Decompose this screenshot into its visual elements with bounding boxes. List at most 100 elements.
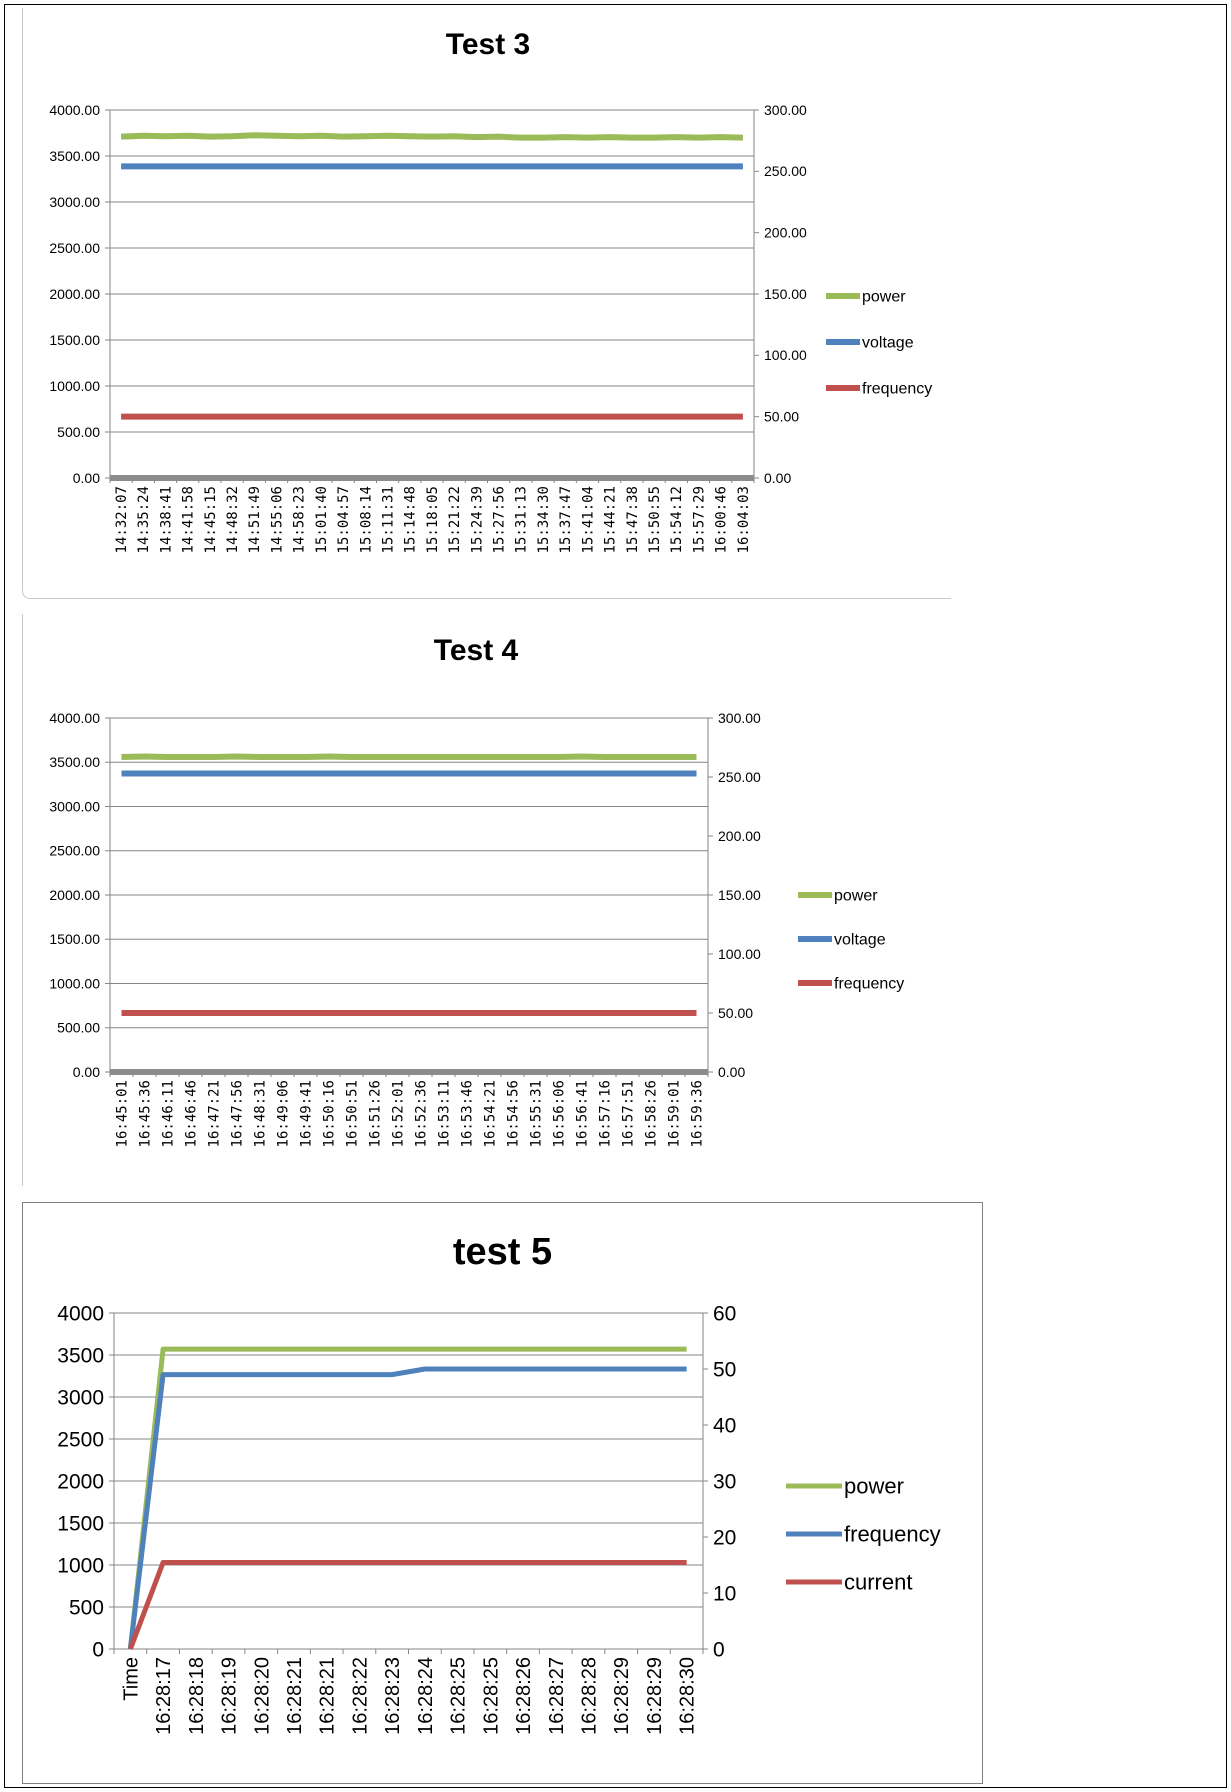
y-left-tick-label: 2000 <box>57 1470 104 1493</box>
y-left-tick-label: 3000 <box>57 1386 104 1409</box>
x-tick-label: 15:01:40 <box>314 486 330 553</box>
x-tick-label: 14:51:49 <box>247 486 263 553</box>
x-tick-label: 15:18:05 <box>425 486 441 553</box>
x-tick-label: 16:53:46 <box>459 1080 475 1147</box>
y-right-tick-label: 30 <box>713 1470 736 1493</box>
y-left-tick-label: 4000 <box>57 1302 104 1325</box>
x-tick-label: 16:04:03 <box>736 486 752 553</box>
x-tick-label: 14:41:58 <box>181 486 197 553</box>
y-left-tick-label: 1000 <box>57 1554 104 1577</box>
x-tick-label: 16:28:23 <box>382 1657 404 1735</box>
y-left-tick-label: 2000.00 <box>49 286 100 302</box>
y-right-tick-label: 100.00 <box>718 946 761 962</box>
x-tick-label: 16:46:46 <box>183 1080 199 1147</box>
y-right-tick-label: 300.00 <box>764 102 807 118</box>
chart-panel-test3: Test 3 0.00 500.00 1000.00 1500.00 2000.00 25… <box>22 8 951 599</box>
x-tick-label: Time <box>120 1657 142 1701</box>
x-tick-label: 16:49:41 <box>298 1080 314 1147</box>
x-tick-label: 16:47:21 <box>206 1080 222 1147</box>
x-tick-label: 16:28:21 <box>317 1657 339 1735</box>
x-tick-label: 15:14:48 <box>403 486 419 553</box>
x-tick-label: 16:49:06 <box>275 1080 291 1147</box>
series-line-current <box>128 1559 687 1650</box>
chart-panel-test4: Test 4 0.00 500.00 1000.00 1500.00 2000.00 25… <box>22 614 929 1186</box>
y-right-tick-label: 50 <box>713 1358 736 1381</box>
x-tick-label: 16:28:20 <box>251 1657 273 1735</box>
x-tick-label: 16:48:31 <box>252 1080 268 1147</box>
x-tick-label: 16:57:16 <box>597 1080 613 1147</box>
y-left-tick-label: 0.00 <box>73 1064 100 1080</box>
x-tick-label: 16:28:22 <box>349 1657 371 1735</box>
y-right-tick-label: 50.00 <box>764 409 799 425</box>
y-right-tick-label: 300.00 <box>718 710 761 726</box>
chart-test4: 0.00 500.00 1000.00 1500.00 2000.00 2500.00 30… <box>49 710 904 1148</box>
x-tick-label: 15:31:13 <box>514 486 530 553</box>
legend-label-frequency: frequency <box>834 976 904 993</box>
y-right-tick-label: 150.00 <box>718 887 761 903</box>
chart-test3: 0.00 500.00 1000.00 1500.00 2000.00 2500.00 30… <box>49 102 932 554</box>
chart-title: test 5 <box>452 1231 553 1273</box>
chart-test5: 0 500 1000 1500 2000 2500 3000 3500 4000 0 10 20 30 4… <box>57 1302 941 1735</box>
legend-label-current: current <box>844 1570 912 1595</box>
x-tick-label: 16:28:29 <box>611 1657 633 1735</box>
series-line-power <box>120 132 743 141</box>
y-left-tick-label: 3000.00 <box>49 194 100 210</box>
y-right-tick-label: 250.00 <box>718 769 761 785</box>
series-line-power <box>127 1346 687 1650</box>
x-tick-label: 14:48:32 <box>225 486 241 553</box>
legend-label-power: power <box>844 1474 904 1499</box>
page-frame <box>4 4 1227 1788</box>
chart-title: Test 3 <box>445 28 531 61</box>
x-tick-label: 16:28:29 <box>644 1657 666 1735</box>
x-tick-label: 15:44:21 <box>603 486 619 553</box>
x-tick-label: 16:57:51 <box>620 1080 636 1147</box>
legend-label-voltage: voltage <box>834 932 886 949</box>
x-tick-label: 16:28:18 <box>186 1657 208 1735</box>
chart-panel-test5: test 5 0 500 1000 1500 2000 2500 3000 3500 4000 0… <box>22 1202 983 1784</box>
x-tick-label: 16:50:16 <box>321 1080 337 1147</box>
y-left-tick-label: 3000.00 <box>49 798 100 814</box>
x-tick-label: 16:28:24 <box>415 1657 437 1735</box>
y-left-tick-label: 1000.00 <box>49 378 100 394</box>
x-tick-label: 14:45:15 <box>203 486 219 553</box>
y-right-tick-label: 10 <box>713 1582 736 1605</box>
y-right-tick-label: 60 <box>713 1302 736 1325</box>
x-tick-label: 15:27:56 <box>492 486 508 553</box>
y-left-tick-label: 0 <box>92 1638 104 1661</box>
x-tick-label: 15:34:30 <box>536 486 552 553</box>
x-tick-label: 16:28:21 <box>284 1657 306 1735</box>
x-tick-label: 15:24:39 <box>469 486 485 553</box>
y-left-tick-label: 3500.00 <box>49 754 100 770</box>
x-tick-label: 16:52:01 <box>390 1080 406 1147</box>
x-tick-label: 16:47:56 <box>229 1080 245 1147</box>
series-line-frequency <box>127 1366 687 1650</box>
y-left-tick-label: 1000.00 <box>49 975 100 991</box>
x-tick-label: 16:46:11 <box>160 1080 176 1147</box>
y-right-tick-label: 0 <box>713 1638 725 1661</box>
y-right-tick-label: 250.00 <box>764 163 807 179</box>
x-tick-label: 15:08:14 <box>358 486 374 553</box>
x-tick-label: 16:56:06 <box>551 1080 567 1147</box>
x-tick-label: 16:28:27 <box>546 1657 568 1735</box>
y-left-tick-label: 2500.00 <box>49 843 100 859</box>
x-tick-label: 15:47:38 <box>625 486 641 553</box>
legend-label-power: power <box>834 888 878 905</box>
x-tick-label: 14:38:41 <box>158 486 174 553</box>
y-left-tick-label: 1500 <box>57 1512 104 1535</box>
y-left-tick-label: 4000.00 <box>49 102 100 118</box>
x-tick-label: 14:35:24 <box>136 486 152 553</box>
y-right-tick-label: 150.00 <box>764 286 807 302</box>
x-tick-label: 15:54:12 <box>669 486 685 553</box>
y-right-tick-label: 20 <box>713 1526 736 1549</box>
x-tick-label: 16:53:11 <box>436 1080 452 1147</box>
y-left-tick-label: 3500.00 <box>49 148 100 164</box>
y-right-tick-label: 200.00 <box>718 828 761 844</box>
y-left-tick-label: 2500.00 <box>49 240 100 256</box>
y-right-tick-label: 0.00 <box>718 1064 745 1080</box>
x-tick-label: 16:50:51 <box>344 1080 360 1147</box>
y-right-tick-label: 200.00 <box>764 225 807 241</box>
x-tick-label: 15:50:55 <box>647 486 663 553</box>
legend-label-frequency: frequency <box>844 1522 941 1547</box>
legend-label-power: power <box>862 289 906 306</box>
x-tick-label: 16:54:21 <box>482 1080 498 1147</box>
